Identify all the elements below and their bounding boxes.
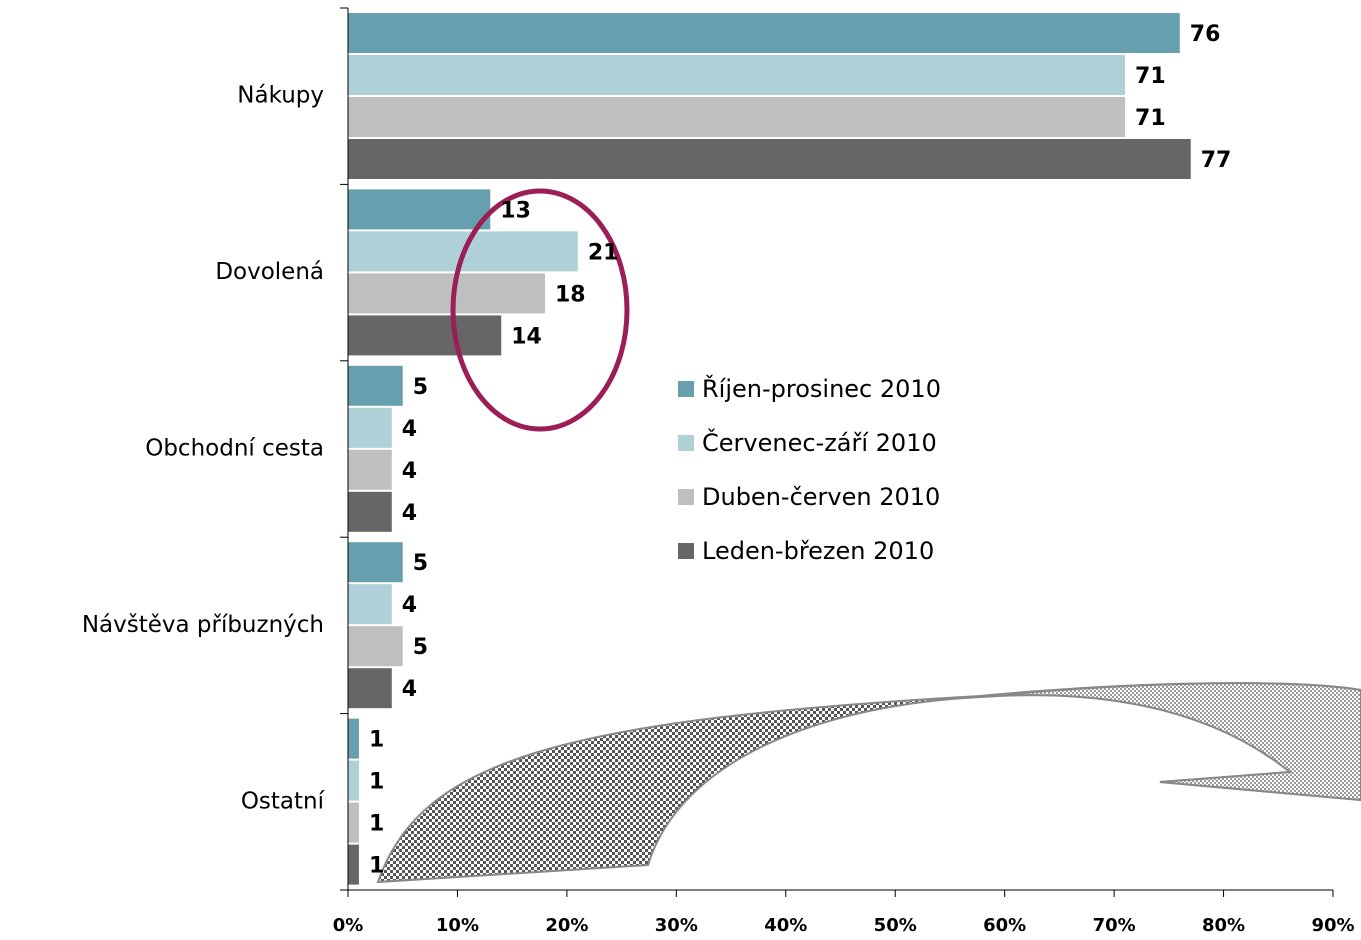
bar xyxy=(348,450,392,490)
x-tick-label: 80% xyxy=(1202,915,1245,936)
value-label: 21 xyxy=(588,240,619,265)
x-tick-label: 60% xyxy=(983,915,1026,936)
category-label: Nákupy xyxy=(237,83,324,109)
bar xyxy=(348,584,392,624)
value-label: 1 xyxy=(369,854,384,879)
value-label: 77 xyxy=(1201,148,1232,173)
bar xyxy=(348,668,392,708)
legend-swatch xyxy=(678,381,694,397)
legend-label: Červenec-září 2010 xyxy=(702,427,937,457)
legend-swatch xyxy=(678,435,694,451)
value-label: 4 xyxy=(402,417,417,442)
bar xyxy=(348,315,501,355)
value-label: 76 xyxy=(1190,22,1221,47)
x-tick-label: 40% xyxy=(764,915,807,936)
legend-label: Duben-červen 2010 xyxy=(702,483,940,511)
value-label: 5 xyxy=(413,635,428,660)
bar xyxy=(348,626,403,666)
bar xyxy=(348,492,392,532)
bar xyxy=(348,139,1191,179)
value-label: 4 xyxy=(402,459,417,484)
value-label: 71 xyxy=(1135,64,1166,89)
value-label: 13 xyxy=(500,198,531,223)
bar xyxy=(348,845,359,885)
x-tick-label: 30% xyxy=(655,915,698,936)
category-label: Dovolená xyxy=(215,259,324,285)
value-label: 5 xyxy=(413,551,428,576)
chart: 0% 10% 20% 30% 40% 50% 60% 70% 80% 90% Nákupy 76 71 7… xyxy=(0,0,1361,940)
bar xyxy=(348,719,359,759)
bar xyxy=(348,273,545,313)
legend-swatch xyxy=(678,543,694,559)
category-label: Obchodní cesta xyxy=(145,436,324,462)
bar xyxy=(348,13,1180,53)
value-label: 18 xyxy=(555,282,586,307)
value-label: 4 xyxy=(402,501,417,526)
bar xyxy=(348,189,490,229)
bar xyxy=(348,366,403,406)
x-tick-label: 10% xyxy=(436,915,479,936)
x-tick-label: 90% xyxy=(1311,915,1354,936)
bar xyxy=(348,761,359,801)
legend-label: Říjen-prosinec 2010 xyxy=(702,374,941,403)
x-tick-label: 20% xyxy=(545,915,588,936)
value-label: 4 xyxy=(402,593,417,618)
legend-swatch xyxy=(678,489,694,505)
value-label: 1 xyxy=(369,728,384,753)
category-label: Ostatní xyxy=(241,788,325,814)
bar xyxy=(348,408,392,448)
bar xyxy=(348,55,1125,95)
arrow-shape-tail xyxy=(980,683,1361,800)
x-tick-label: 0% xyxy=(333,915,364,936)
category-label: Návštěva příbuzných xyxy=(82,612,324,638)
bar xyxy=(348,542,403,582)
x-tick-label: 50% xyxy=(874,915,917,936)
value-label: 4 xyxy=(402,677,417,702)
value-label: 1 xyxy=(369,812,384,837)
bar xyxy=(348,97,1125,137)
value-label: 71 xyxy=(1135,106,1166,131)
value-label: 1 xyxy=(369,770,384,795)
value-label: 14 xyxy=(511,324,542,349)
legend-label: Leden-březen 2010 xyxy=(702,537,934,565)
x-tick-label: 70% xyxy=(1093,915,1136,936)
value-label: 5 xyxy=(413,375,428,400)
bar xyxy=(348,803,359,843)
